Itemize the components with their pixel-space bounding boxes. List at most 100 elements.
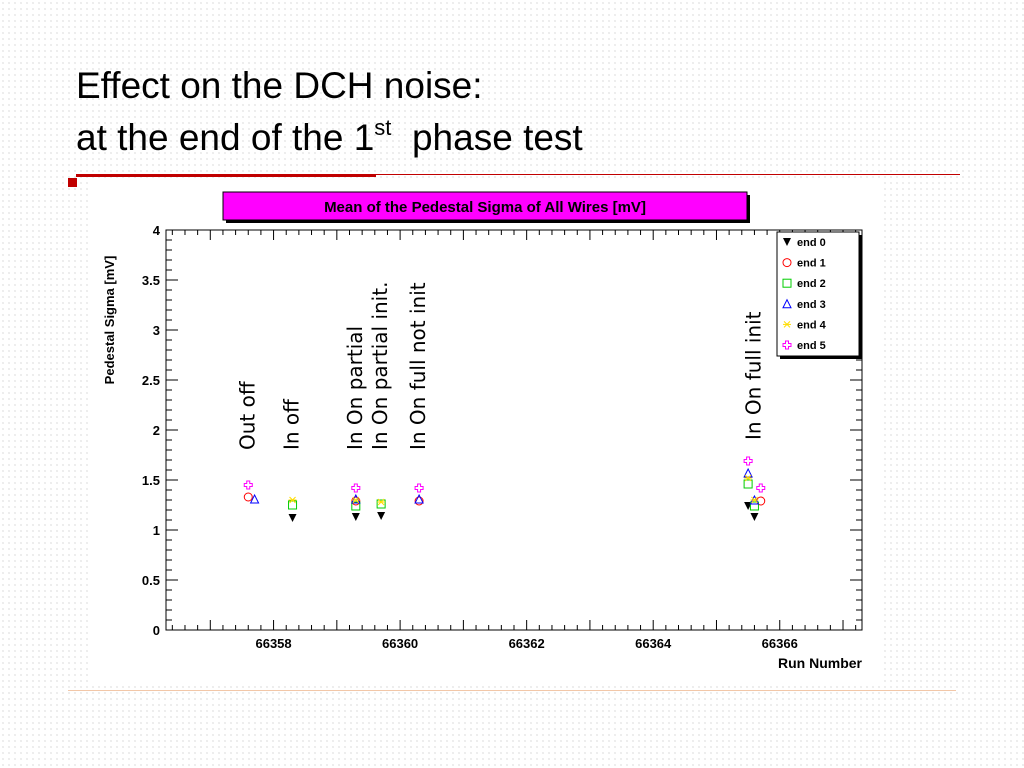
marker-shape — [351, 493, 361, 504]
marker-shape — [743, 479, 753, 489]
chart-title-box — [222, 191, 748, 221]
y-axis-label: Pedestal Sigma [mV] — [102, 256, 117, 385]
data-point-end-2 — [749, 501, 759, 511]
marker-shape — [743, 467, 753, 478]
data-point-end-4 — [288, 496, 297, 504]
legend-entry: end 3 — [797, 299, 826, 311]
legend-entry: end 5 — [797, 340, 826, 352]
data-point-end-1 — [351, 496, 361, 506]
data-point-end-2 — [376, 499, 386, 509]
marker-shape — [743, 456, 753, 466]
data-point-end-5 — [743, 456, 753, 466]
marker-shape — [288, 514, 297, 522]
slide-title-line2-end: phase test — [391, 117, 583, 158]
legend-box — [776, 231, 860, 357]
data-point-end-4 — [744, 474, 753, 482]
marker-shape — [414, 483, 424, 493]
legend-marker — [783, 321, 791, 328]
marker-shape — [289, 496, 296, 504]
legend-marker — [782, 340, 792, 350]
marker-shape — [377, 512, 386, 520]
y-tick-label: 3.5 — [142, 273, 160, 288]
marker-shape — [751, 496, 758, 504]
marker-shape — [243, 492, 253, 502]
slide-title-line2: at the end of the 1 — [76, 117, 375, 158]
data-point-end-0 — [377, 512, 386, 520]
chart-panel — [88, 182, 880, 682]
annotation-label: In On full init — [741, 311, 765, 440]
data-point-end-3 — [414, 493, 424, 504]
title-divider — [76, 174, 960, 175]
marker-shape — [376, 499, 386, 509]
marker-shape — [749, 501, 759, 511]
x-tick-label: 66358 — [255, 636, 291, 651]
marker-shape — [249, 493, 260, 504]
y-tick-label: 1.5 — [142, 473, 160, 488]
marker-shape — [377, 498, 385, 506]
marker-shape — [782, 298, 792, 309]
marker-shape — [782, 278, 792, 288]
data-point-end-4 — [351, 496, 360, 504]
x-tick-label: 66362 — [509, 636, 545, 651]
y-tick-label: 0.5 — [142, 573, 160, 588]
data-point-end-5 — [243, 480, 253, 490]
data-point-end-5 — [351, 483, 361, 493]
marker-shape — [352, 496, 360, 504]
data-point-end-1 — [414, 496, 424, 506]
marker-shape — [351, 483, 361, 493]
slide-title-superscript: st — [374, 115, 392, 140]
data-point-end-2 — [743, 479, 753, 489]
data-point-end-0 — [750, 513, 759, 521]
data-point-end-2 — [288, 500, 298, 510]
data-point-end-5 — [414, 483, 424, 493]
legend-entry: end 0 — [797, 237, 826, 249]
legend-marker — [782, 298, 792, 309]
x-axis-label: Run Number — [778, 655, 863, 671]
data-point-end-1 — [243, 492, 253, 502]
data-point-end-3 — [743, 467, 753, 478]
y-tick-label: 2 — [153, 423, 160, 438]
marker-shape — [744, 474, 752, 482]
data-point-end-0 — [351, 513, 360, 521]
marker-shape — [351, 496, 361, 506]
legend-marker — [783, 238, 791, 246]
slide-title-line1: Effect on the DCH noise: — [76, 65, 483, 106]
legend-entry: end 2 — [797, 278, 826, 290]
footer-divider — [68, 690, 956, 691]
title-accent-bar — [76, 174, 376, 177]
data-point-end-5 — [756, 483, 766, 493]
x-tick-label: 66366 — [762, 636, 798, 651]
slide-title: Effect on the DCH noise: at the end of t… — [76, 60, 583, 164]
annotation-label: In off — [280, 398, 304, 450]
data-point-end-4 — [750, 496, 759, 504]
marker-shape — [782, 340, 792, 350]
chart-root: 66358 66360 66362 66364 66366 0 0.5 1 1.5 2 2.5 3 3.… — [102, 191, 863, 671]
legend: end 0 end 1 end 2 end 3 end 4 end 5 — [776, 231, 860, 357]
marker-shape — [414, 496, 424, 506]
marker-shape — [756, 483, 766, 493]
marker-shape — [750, 513, 759, 521]
legend-entry: end 1 — [797, 258, 826, 270]
marker-shape — [783, 321, 791, 328]
annotation-label: In On partial — [343, 326, 367, 450]
marker-shape — [414, 493, 424, 504]
legend-marker — [782, 278, 792, 288]
marker-shape — [243, 480, 253, 490]
data-point-end-4 — [377, 498, 386, 506]
x-tick-label: 66360 — [382, 636, 418, 651]
marker-shape — [782, 258, 792, 268]
marker-shape — [288, 500, 298, 510]
marker-shape — [783, 238, 791, 246]
y-tick-label: 3 — [153, 323, 160, 338]
y-tick-label: 0 — [153, 623, 160, 638]
data-point-end-3 — [249, 493, 260, 504]
data-point-end-3 — [351, 493, 361, 504]
y-tick-label: 2.5 — [142, 373, 160, 388]
legend-entry: end 4 — [797, 319, 827, 331]
data-point-end-2 — [351, 501, 361, 511]
data-point-end-0 — [288, 514, 297, 522]
annotation-label: In On full not init — [406, 282, 430, 450]
x-tick-label: 66364 — [635, 636, 672, 651]
legend-marker — [782, 258, 792, 268]
